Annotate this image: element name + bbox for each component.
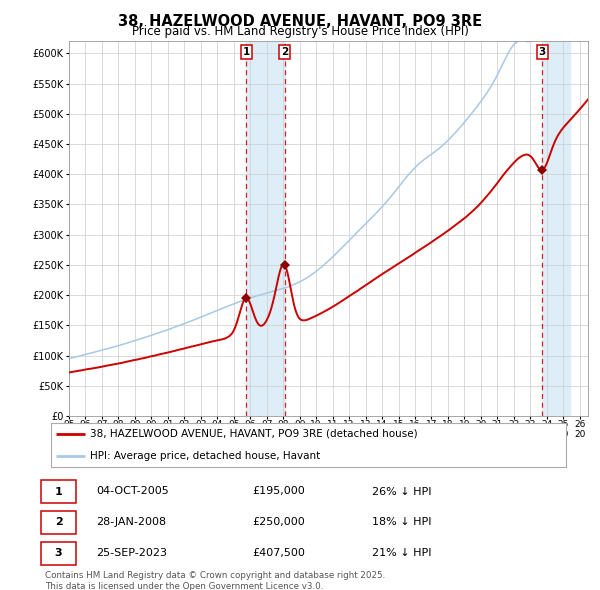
Text: 25-SEP-2023: 25-SEP-2023	[96, 548, 167, 558]
Bar	[542, 41, 571, 416]
Text: 28-JAN-2008: 28-JAN-2008	[96, 517, 166, 527]
Text: £407,500: £407,500	[252, 548, 305, 558]
Text: £250,000: £250,000	[252, 517, 305, 527]
Text: 1: 1	[242, 47, 250, 57]
Text: 38, HAZELWOOD AVENUE, HAVANT, PO9 3RE: 38, HAZELWOOD AVENUE, HAVANT, PO9 3RE	[118, 14, 482, 28]
Text: Price paid vs. HM Land Registry's House Price Index (HPI): Price paid vs. HM Land Registry's House …	[131, 25, 469, 38]
Text: 3: 3	[55, 548, 62, 558]
Text: 2: 2	[281, 47, 288, 57]
FancyBboxPatch shape	[41, 511, 76, 534]
Text: 04-OCT-2005: 04-OCT-2005	[96, 487, 169, 496]
Text: 38, HAZELWOOD AVENUE, HAVANT, PO9 3RE (detached house): 38, HAZELWOOD AVENUE, HAVANT, PO9 3RE (d…	[90, 429, 418, 439]
Text: 18% ↓ HPI: 18% ↓ HPI	[372, 517, 431, 527]
Text: £195,000: £195,000	[252, 487, 305, 496]
Text: 26% ↓ HPI: 26% ↓ HPI	[372, 487, 431, 496]
FancyBboxPatch shape	[41, 542, 76, 565]
Text: 21% ↓ HPI: 21% ↓ HPI	[372, 548, 431, 558]
Text: HPI: Average price, detached house, Havant: HPI: Average price, detached house, Hava…	[90, 451, 320, 461]
FancyBboxPatch shape	[41, 480, 76, 503]
Bar	[246, 41, 284, 416]
Text: Contains HM Land Registry data © Crown copyright and database right 2025.
This d: Contains HM Land Registry data © Crown c…	[45, 571, 385, 590]
Text: 1: 1	[55, 487, 62, 497]
Text: 3: 3	[539, 47, 546, 57]
FancyBboxPatch shape	[50, 422, 566, 467]
Text: 2: 2	[55, 517, 62, 527]
